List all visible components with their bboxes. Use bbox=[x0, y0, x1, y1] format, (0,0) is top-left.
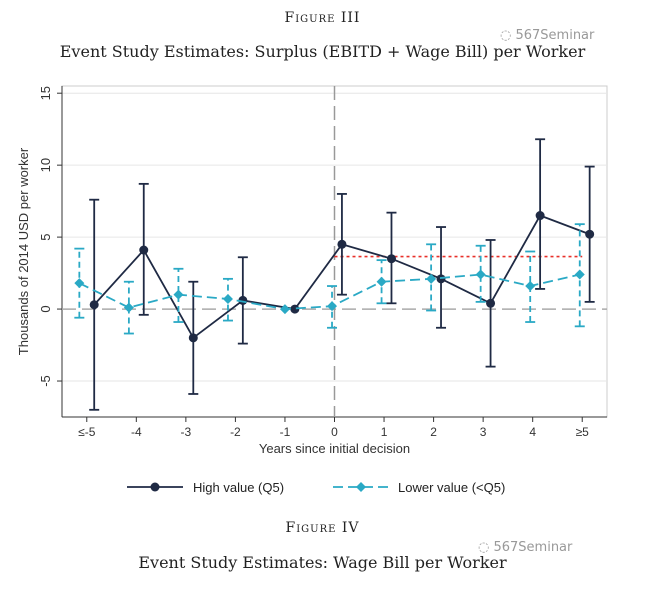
figure-title-bottom: Event Study Estimates: Wage Bill per Wor… bbox=[138, 553, 507, 572]
x-tick-label: 2 bbox=[430, 425, 437, 439]
lower-value-point bbox=[327, 301, 338, 312]
high-value-point bbox=[139, 245, 149, 255]
lower-value-point bbox=[123, 302, 134, 313]
legend-lower-value-marker bbox=[356, 482, 366, 492]
high-value-point bbox=[535, 211, 545, 221]
high-value-point bbox=[188, 333, 198, 343]
x-tick-label: 0 bbox=[331, 425, 338, 439]
lower-value-point bbox=[426, 273, 437, 284]
watermark-bottom: ◌ 567Seminar bbox=[478, 540, 572, 555]
y-tick-label: 10 bbox=[38, 158, 53, 172]
x-tick-label: -1 bbox=[280, 425, 291, 439]
watermark-text: 567Seminar bbox=[515, 28, 595, 43]
high-value-point bbox=[585, 229, 595, 239]
wechat-icon: ◌ bbox=[500, 28, 516, 43]
lower-value-point bbox=[525, 281, 536, 292]
figure-title-top: Event Study Estimates: Surplus (EBITD + … bbox=[59, 42, 586, 61]
lower-value-point bbox=[475, 269, 486, 280]
x-tick-label: 3 bbox=[480, 425, 487, 439]
high-value-point bbox=[337, 239, 347, 249]
y-tick-label: 0 bbox=[38, 305, 53, 312]
figure-label-top: Figure III bbox=[284, 10, 361, 26]
legend-lower-value-label: Lower value (<Q5) bbox=[398, 480, 505, 495]
lower-value-point bbox=[376, 276, 387, 287]
y-tick-label: 5 bbox=[38, 233, 53, 240]
lower-value-point bbox=[222, 293, 233, 304]
x-tick-label: 4 bbox=[529, 425, 536, 439]
y-tick-label: -5 bbox=[38, 375, 53, 387]
high-value-point bbox=[486, 298, 496, 308]
lower-value-point bbox=[279, 304, 290, 315]
watermark-top: ◌ 567Seminar bbox=[500, 28, 594, 43]
x-tick-label: -2 bbox=[230, 425, 241, 439]
x-axis-title: Years since initial decision bbox=[259, 441, 410, 456]
x-tick-label: -4 bbox=[131, 425, 142, 439]
x-tick-label: ≤-5 bbox=[78, 425, 96, 439]
event-study-chart: -5 0 5 10 15 ≤-5 -4 -3 -2 -1 0 1 2 3 4 ≥5 Years since in… bbox=[16, 85, 608, 495]
lower-value-point bbox=[173, 289, 184, 300]
lower-value-point bbox=[574, 269, 585, 280]
wechat-icon: ◌ bbox=[478, 540, 494, 555]
legend-high-value-label: High value (Q5) bbox=[193, 480, 284, 495]
lower-value-point bbox=[74, 278, 85, 289]
figure-label-bottom: Figure IV bbox=[285, 520, 360, 536]
high-value-point bbox=[89, 300, 99, 310]
y-tick-label: 15 bbox=[38, 86, 53, 100]
high-value-point bbox=[290, 304, 300, 314]
y-axis-title: Thousands of 2014 USD per worker bbox=[16, 147, 31, 355]
high-value-point bbox=[386, 254, 396, 264]
x-tick-label: ≥5 bbox=[576, 425, 590, 439]
legend-high-value-marker bbox=[150, 482, 160, 492]
x-tick-label: -3 bbox=[181, 425, 192, 439]
watermark-text: 567Seminar bbox=[493, 540, 573, 555]
x-tick-label: 1 bbox=[381, 425, 388, 439]
